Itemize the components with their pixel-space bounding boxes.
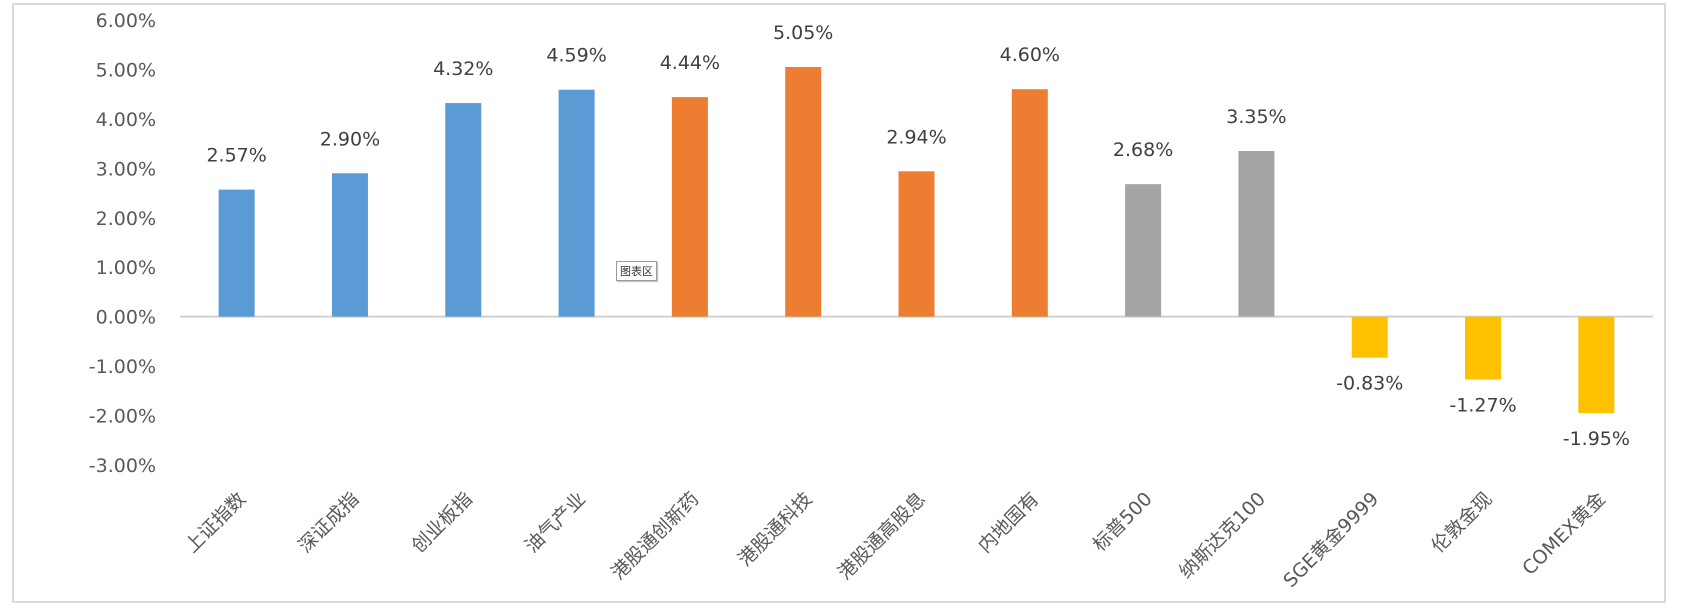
data-label: 4.32% — [433, 58, 493, 80]
category-label: 港股通创新药 — [607, 488, 703, 584]
data-label: 4.44% — [660, 52, 720, 74]
y-axis-ticks: 6.00% 5.00% 4.00% 3.00% 2.00% 1.00% 0.00% -1.00… — [89, 10, 156, 477]
bar — [785, 66, 822, 317]
data-label: 4.60% — [1000, 44, 1060, 66]
y-tick-label: 0.00% — [96, 307, 156, 329]
y-tick-label: 3.00% — [96, 158, 156, 180]
category-label: 上证指数 — [181, 488, 250, 557]
bar — [898, 171, 935, 317]
category-label: SGE黄金9999 — [1279, 488, 1383, 592]
data-label: -0.83% — [1336, 373, 1403, 395]
category-label: 纳斯达克100 — [1175, 488, 1270, 583]
bar — [1578, 316, 1615, 414]
y-tick-label: 5.00% — [96, 59, 156, 81]
chart-frame — [12, 3, 1666, 603]
category-labels: 上证指数 深证成指 创业板指 油气产业 港股通创新药 港股通科技 港股通高股息 内地国有 标普5… — [181, 488, 1610, 592]
category-label: 港股通科技 — [734, 488, 817, 571]
bar — [331, 173, 368, 317]
bar — [1351, 316, 1388, 358]
y-tick-label: 2.00% — [96, 208, 156, 230]
bar — [1465, 316, 1502, 380]
data-label: 4.59% — [546, 45, 606, 67]
y-tick-label: -3.00% — [89, 455, 156, 477]
category-label: 标普500 — [1089, 488, 1157, 556]
data-label: 3.35% — [1226, 106, 1286, 128]
bar — [1011, 89, 1048, 317]
y-tick-label: -1.00% — [89, 356, 156, 378]
category-label: 创业板指 — [407, 488, 476, 557]
data-label: 2.68% — [1113, 139, 1173, 161]
data-label: 2.90% — [320, 128, 380, 150]
bar — [1238, 151, 1275, 317]
bar — [445, 103, 482, 317]
y-tick-label: 6.00% — [96, 10, 156, 32]
y-tick-label: -2.00% — [89, 406, 156, 428]
bar — [558, 89, 595, 317]
y-tick-label: 1.00% — [96, 257, 156, 279]
category-label: 深证成指 — [294, 488, 363, 557]
data-label: 5.05% — [773, 22, 833, 44]
data-label: 2.94% — [886, 126, 946, 148]
category-label: 伦敦金现 — [1427, 488, 1496, 557]
y-tick-label: 4.00% — [96, 109, 156, 131]
category-label: 内地国有 — [974, 488, 1043, 557]
bar — [1125, 184, 1162, 317]
data-label: 2.57% — [206, 145, 266, 167]
bar — [671, 97, 708, 317]
category-label: 港股通高股息 — [834, 488, 930, 584]
category-label: COMEX黄金 — [1518, 488, 1610, 580]
data-label: -1.27% — [1449, 394, 1516, 416]
category-label: 油气产业 — [521, 488, 590, 557]
bars — [218, 66, 1615, 414]
data-labels: 2.57% 2.90% 4.32% 4.59% 4.44% 5.05% 2.94% 4.60%… — [206, 22, 1629, 450]
bar — [218, 189, 255, 317]
data-label: -1.95% — [1563, 428, 1630, 450]
chart-area-tooltip: 图表区 — [616, 261, 657, 281]
